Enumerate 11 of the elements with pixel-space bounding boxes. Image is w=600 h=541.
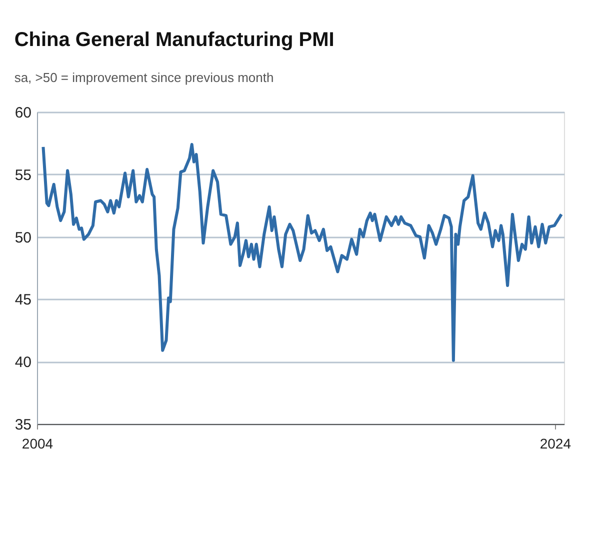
chart-subtitle: sa, >50 = improvement since previous month: [14, 70, 274, 85]
y-tick-label: 50: [14, 229, 32, 246]
y-tick-label: 45: [14, 292, 32, 309]
y-tick-label: 55: [14, 166, 32, 184]
chart-title: China General Manufacturing PMI: [14, 29, 334, 51]
x-tick-label: 2004: [22, 436, 54, 452]
y-tick-label: 60: [14, 104, 32, 122]
y-tick-label: 35: [14, 416, 32, 434]
x-tick-label: 2024: [540, 436, 572, 452]
line-series: [42, 142, 563, 362]
y-tick-label: 40: [14, 354, 32, 372]
